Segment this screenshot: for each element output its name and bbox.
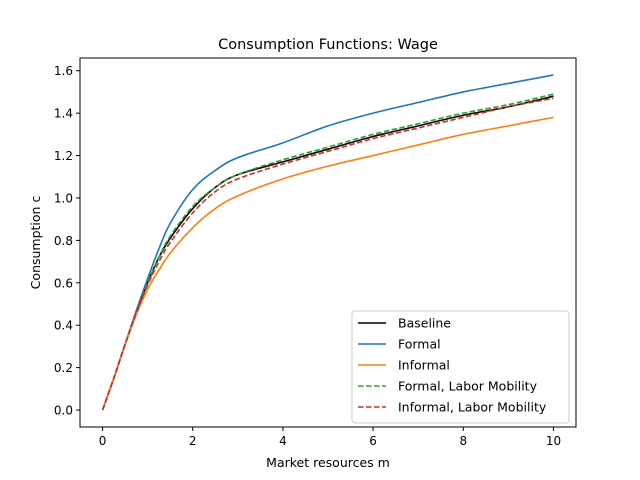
y-tick-label: 1.4 bbox=[54, 107, 73, 121]
x-tick-label: 6 bbox=[369, 434, 377, 448]
series-layer bbox=[101, 74, 554, 411]
y-axis-ticks: 0.0 0.2 0.4 0.6 0.8 1.0 1.2 1.4 1.6 bbox=[54, 64, 80, 418]
x-tick-label: 2 bbox=[189, 434, 197, 448]
series-line-informal-labor-mobility bbox=[101, 97, 554, 411]
legend: Baseline Formal Informal Formal, Labor Mobi… bbox=[351, 310, 570, 424]
series-line-formal bbox=[101, 74, 554, 411]
y-tick-label: 0.0 bbox=[54, 404, 73, 418]
x-tick-label: 0 bbox=[99, 434, 107, 448]
y-tick-label: 1.0 bbox=[54, 191, 73, 205]
x-tick-label: 4 bbox=[279, 434, 287, 448]
legend-box bbox=[351, 310, 570, 424]
legend-label-baseline: Baseline bbox=[398, 316, 451, 331]
legend-label-formal: Formal bbox=[398, 337, 441, 352]
y-tick-label: 1.6 bbox=[54, 64, 73, 78]
y-tick-label: 0.4 bbox=[54, 319, 73, 333]
y-tick-label: 0.6 bbox=[54, 276, 73, 290]
legend-label-formal-labor-mobility: Formal, Labor Mobility bbox=[398, 379, 538, 394]
legend-label-informal: Informal bbox=[398, 358, 450, 373]
y-tick-label: 0.2 bbox=[54, 361, 73, 375]
x-tick-label: 10 bbox=[546, 434, 561, 448]
y-tick-label: 1.2 bbox=[54, 149, 73, 163]
y-axis-title: Consumption c bbox=[28, 196, 43, 290]
x-tick-label: 8 bbox=[459, 434, 467, 448]
x-axis-title: Market resources m bbox=[266, 455, 390, 470]
y-tick-label: 0.8 bbox=[54, 234, 73, 248]
x-axis-ticks: 0 2 4 6 8 10 bbox=[99, 427, 561, 448]
chart-title: Consumption Functions: Wage bbox=[218, 37, 438, 53]
legend-label-informal-labor-mobility: Informal, Labor Mobility bbox=[398, 400, 547, 415]
